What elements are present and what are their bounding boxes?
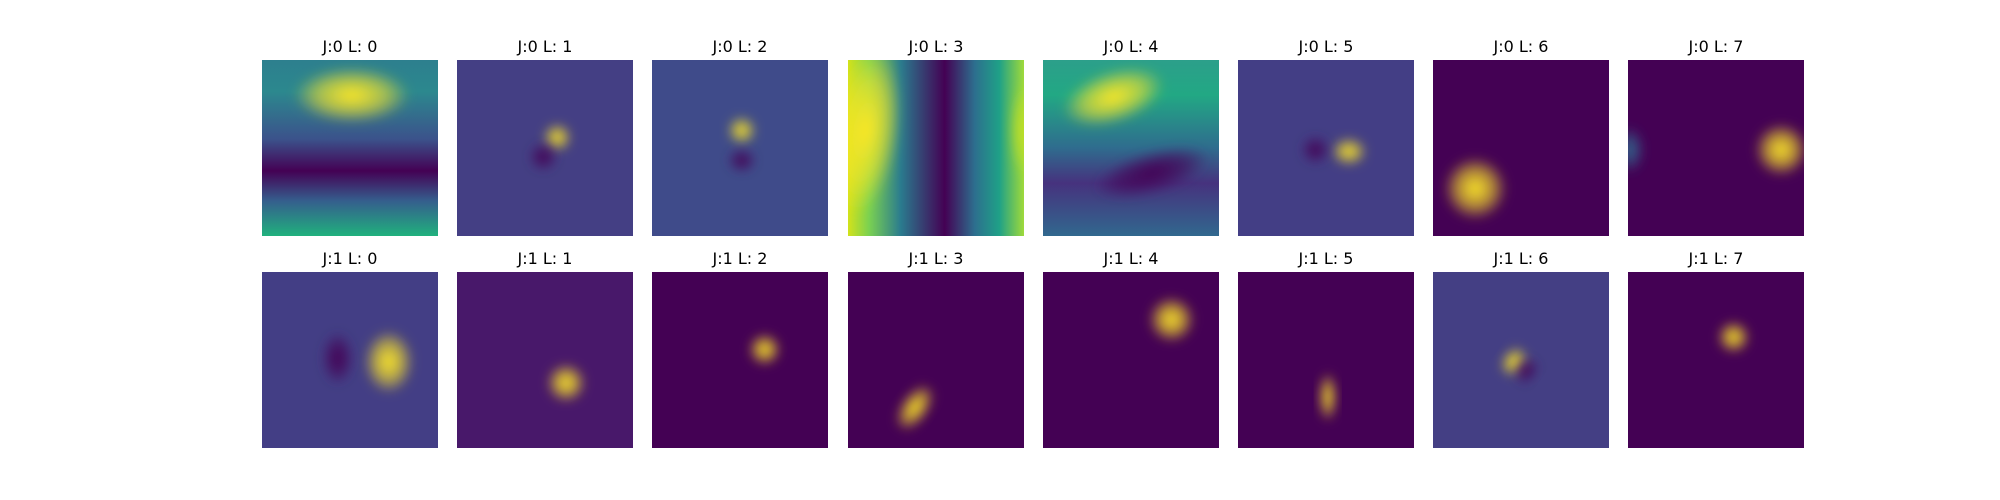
intensity-blob <box>1331 137 1367 166</box>
image-panel <box>262 272 438 448</box>
panel-background <box>1043 272 1219 448</box>
heatmap-image <box>848 60 1024 236</box>
heatmap-image <box>1043 272 1219 448</box>
intensity-blob <box>1754 123 1804 177</box>
panel-background <box>1628 272 1804 448</box>
heatmap-image <box>1628 60 1804 236</box>
image-panel <box>457 60 633 236</box>
image-panel <box>848 272 1024 448</box>
panel-title: J:0 L: 4 <box>1103 37 1159 56</box>
panel-title: J:0 L: 3 <box>908 37 964 56</box>
intensity-blob <box>727 116 756 145</box>
panel-title: J:1 L: 7 <box>1688 249 1744 268</box>
image-panel <box>848 60 1024 236</box>
image-panel <box>457 272 633 448</box>
panel-background <box>848 272 1024 448</box>
intensity-blob <box>1443 156 1507 221</box>
image-panel <box>1628 272 1804 448</box>
panel-background <box>652 272 828 448</box>
heatmap-image <box>1433 272 1609 448</box>
intensity-blob <box>848 60 903 215</box>
image-panel <box>1043 272 1219 448</box>
heatmap-image <box>652 60 828 236</box>
image-panel <box>652 272 828 448</box>
intensity-blob <box>1717 321 1750 353</box>
heatmap-image <box>848 272 1024 448</box>
image-panel <box>1433 60 1609 236</box>
image-panel <box>1238 60 1414 236</box>
intensity-blob <box>1148 296 1195 343</box>
intensity-blob <box>727 148 756 173</box>
panel-title: J:1 L: 4 <box>1103 249 1159 268</box>
heatmap-image <box>1238 60 1414 236</box>
image-panel <box>1628 60 1804 236</box>
panel-title: J:1 L: 6 <box>1493 249 1549 268</box>
heatmap-image <box>652 272 828 448</box>
panel-title: J:1 L: 5 <box>1298 249 1354 268</box>
heatmap-image <box>1433 60 1609 236</box>
panel-title: J:0 L: 1 <box>517 37 573 56</box>
panel-title: J:1 L: 3 <box>908 249 964 268</box>
intensity-blob <box>1318 372 1337 422</box>
intensity-blob <box>529 142 558 171</box>
panel-title: J:0 L: 7 <box>1688 37 1744 56</box>
heatmap-image <box>1628 272 1804 448</box>
image-panel <box>1433 272 1609 448</box>
heatmap-image <box>262 60 438 236</box>
intensity-blob <box>748 333 781 366</box>
intensity-blob <box>1009 84 1024 177</box>
intensity-blob <box>1094 146 1210 199</box>
intensity-blob <box>321 331 354 385</box>
image-panel <box>262 60 438 236</box>
intensity-blob <box>546 363 586 403</box>
image-panel <box>1043 60 1219 236</box>
intensity-blob <box>1628 126 1644 173</box>
heatmap-image <box>457 272 633 448</box>
panel-title: J:1 L: 2 <box>712 249 768 268</box>
heatmap-image <box>262 272 438 448</box>
panel-title: J:0 L: 2 <box>712 37 768 56</box>
panel-title: J:0 L: 0 <box>322 37 378 56</box>
panel-background <box>1238 272 1414 448</box>
heatmap-image <box>1238 272 1414 448</box>
intensity-blob <box>1301 135 1330 164</box>
panel-title: J:0 L: 5 <box>1298 37 1354 56</box>
intensity-blob <box>895 384 934 431</box>
intensity-blob <box>364 330 414 394</box>
intensity-blob <box>543 123 572 152</box>
panel-title: J:1 L: 1 <box>517 249 573 268</box>
intensity-blob <box>1062 67 1165 127</box>
image-panel <box>652 60 828 236</box>
panel-background <box>652 60 828 236</box>
intensity-blob <box>1514 357 1539 384</box>
panel-title: J:0 L: 6 <box>1493 37 1549 56</box>
heatmap-image <box>457 60 633 236</box>
heatmap-image <box>1043 60 1219 236</box>
panel-title: J:1 L: 0 <box>322 249 378 268</box>
intensity-blob <box>293 67 410 124</box>
panel-background <box>457 272 633 448</box>
image-panel <box>1238 272 1414 448</box>
